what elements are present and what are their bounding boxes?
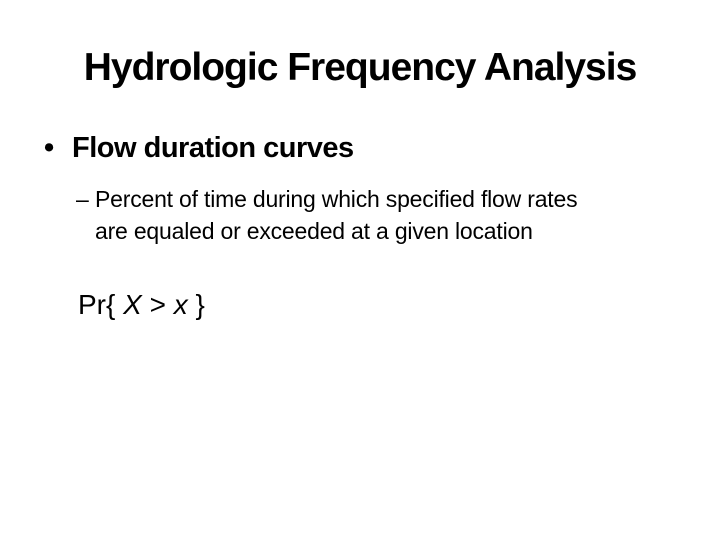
bullet-marker-icon: • <box>44 132 55 164</box>
formula-operator: > <box>141 289 174 320</box>
sub-bullet-text: Percent of time during which specified f… <box>95 183 578 247</box>
dash-marker-icon: – <box>76 186 89 212</box>
formula-value-variable: x <box>173 289 188 320</box>
bullet-item: • Flow duration curves <box>44 130 354 166</box>
sub-bullet-line-2: are equaled or exceeded at a given locat… <box>95 218 533 244</box>
slide-title: Hydrologic Frequency Analysis <box>83 46 638 89</box>
bullet-text: Flow duration curves <box>72 132 354 164</box>
formula-random-variable: X <box>123 289 142 320</box>
sub-bullet-line-1: Percent of time during which specified f… <box>95 186 578 212</box>
sub-bullet-item: – Percent of time during which specified… <box>76 183 578 247</box>
formula-suffix: } <box>187 289 205 320</box>
probability-formula: Pr{ X > x } <box>78 288 205 322</box>
formula-prefix: Pr{ <box>78 289 124 320</box>
